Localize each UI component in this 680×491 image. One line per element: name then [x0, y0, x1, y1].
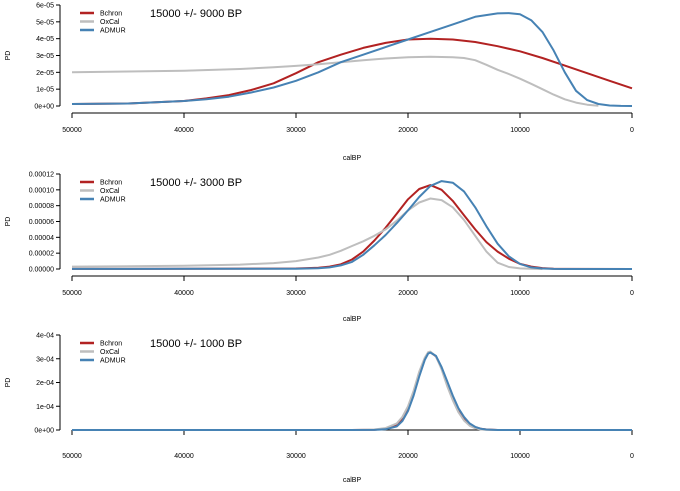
y-tick-label: 0.00010 — [29, 187, 54, 194]
series-line-oxcal — [72, 350, 632, 431]
chart-panel-3: 0e+00 1e-04 2e-04 3e-04 4e-04 PD 50000 40000 300… — [5, 333, 634, 485]
x-tick-label: 10000 — [510, 453, 530, 460]
y-tick-label: 2e-04 — [36, 380, 54, 387]
x-tick-label: 40000 — [174, 453, 194, 460]
y-axis-label: PD — [5, 217, 12, 227]
legend-label-oxcal: OxCal — [100, 19, 120, 26]
y-tick-label: 3e-05 — [36, 53, 54, 60]
series-line-bchron — [71, 184, 633, 270]
y-tick-label: 0.00004 — [29, 235, 54, 242]
x-tick-label: 30000 — [286, 127, 306, 134]
legend-label-bchron: Bchron — [100, 341, 122, 348]
chart-annotation: 15000 +/- 1000 BP — [150, 338, 242, 350]
x-tick-label: 0 — [630, 127, 634, 134]
x-tick-label: 20000 — [398, 290, 418, 297]
x-tick-label: 50000 — [62, 453, 82, 460]
y-tick-label: 2e-05 — [36, 70, 54, 77]
series-line-bchron — [71, 37, 633, 105]
y-tick-label: 0.00006 — [29, 219, 54, 226]
y-tick-label: 4e-05 — [36, 36, 54, 43]
x-axis-label: calBP — [343, 477, 362, 484]
legend-label-bchron: Bchron — [100, 180, 122, 187]
series-line-admur — [72, 351, 632, 431]
chart-panel-2: 0.00000 0.00002 0.00004 0.00006 0.00008 0.000… — [5, 172, 634, 324]
y-axis-label: PD — [5, 378, 12, 388]
series-line-oxcal — [71, 55, 599, 107]
x-tick-label: 30000 — [286, 290, 306, 297]
x-tick-label: 50000 — [62, 127, 82, 134]
x-tick-label: 40000 — [174, 290, 194, 297]
x-tick-label: 0 — [630, 453, 634, 460]
legend-label-oxcal: OxCal — [100, 188, 120, 195]
legend-label-admur: ADMUR — [100, 358, 126, 365]
y-tick-label: 3e-04 — [36, 356, 54, 363]
chart-panel-1: 0e+00 1e-05 2e-05 3e-05 4e-05 5e-05 6e-05 PD 500… — [5, 3, 634, 163]
x-tick-label: 40000 — [174, 127, 194, 134]
y-tick-label: 6e-05 — [36, 3, 54, 10]
y-tick-label: 0.00000 — [29, 267, 54, 274]
legend-label-admur: ADMUR — [100, 28, 126, 35]
x-tick-label: 20000 — [398, 127, 418, 134]
y-tick-label: 0e+00 — [34, 428, 54, 435]
x-tick-label: 30000 — [286, 453, 306, 460]
y-tick-label: 0e+00 — [34, 104, 54, 111]
legend-label-admur: ADMUR — [100, 197, 126, 204]
y-tick-label: 0.00008 — [29, 203, 54, 210]
y-tick-label: 0.00012 — [29, 172, 54, 179]
series-line-oxcal — [71, 197, 543, 270]
series-line-bchron — [72, 351, 632, 431]
series-line-admur — [71, 12, 633, 107]
x-tick-label: 20000 — [398, 453, 418, 460]
x-axis-label: calBP — [343, 316, 362, 323]
x-tick-label: 0 — [630, 290, 634, 297]
x-tick-label: 50000 — [62, 290, 82, 297]
chart-annotation: 15000 +/- 9000 BP — [150, 8, 242, 20]
y-tick-label: 1e-05 — [36, 87, 54, 94]
legend-label-bchron: Bchron — [100, 11, 122, 18]
y-tick-label: 0.00002 — [29, 251, 54, 258]
y-tick-label: 1e-04 — [36, 404, 54, 411]
y-axis-label: PD — [5, 51, 12, 61]
x-tick-label: 10000 — [510, 290, 530, 297]
y-tick-label: 4e-04 — [36, 333, 54, 340]
x-axis-label: calBP — [343, 155, 362, 162]
x-tick-label: 10000 — [510, 127, 530, 134]
legend-label-oxcal: OxCal — [100, 349, 120, 356]
series-line-admur — [71, 180, 632, 270]
chart-annotation: 15000 +/- 3000 BP — [150, 177, 242, 189]
y-tick-label: 5e-05 — [36, 19, 54, 26]
